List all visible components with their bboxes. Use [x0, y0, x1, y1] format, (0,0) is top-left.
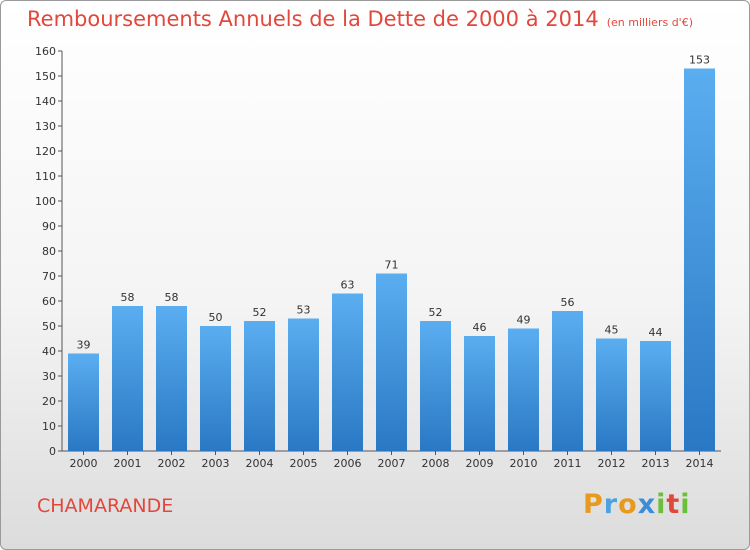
x-tick-label: 2004 — [246, 457, 274, 470]
x-tick-label: 2010 — [510, 457, 538, 470]
y-tick-label: 70 — [42, 270, 56, 283]
data-label: 56 — [561, 296, 575, 309]
y-tick-label: 130 — [35, 120, 56, 133]
y-tick-label: 90 — [42, 220, 56, 233]
x-tick-label: 2007 — [378, 457, 406, 470]
y-tick-label: 20 — [42, 395, 56, 408]
bar — [420, 321, 451, 451]
x-tick-label: 2013 — [642, 457, 670, 470]
x-tick-label: 2003 — [202, 457, 230, 470]
y-tick-label: 120 — [35, 145, 56, 158]
y-tick-label: 50 — [42, 320, 56, 333]
y-tick-label: 60 — [42, 295, 56, 308]
y-tick-label: 160 — [35, 45, 56, 58]
x-tick-label: 2005 — [290, 457, 318, 470]
data-label: 153 — [689, 54, 710, 67]
y-tick-label: 0 — [49, 445, 56, 458]
bar — [640, 341, 671, 451]
data-label: 53 — [297, 304, 311, 317]
data-label: 39 — [77, 339, 91, 352]
commune-name: CHAMARANDE — [37, 495, 174, 517]
bar — [508, 328, 539, 451]
data-label: 50 — [209, 311, 223, 324]
bar — [376, 273, 407, 451]
title-main: Remboursements Annuels de la Dette de 20… — [27, 7, 599, 31]
bar — [200, 326, 231, 451]
x-tick-label: 2006 — [334, 457, 362, 470]
data-label: 45 — [605, 324, 619, 337]
data-label: 58 — [121, 291, 135, 304]
data-label: 49 — [517, 314, 531, 327]
bar — [684, 68, 715, 451]
y-tick-label: 30 — [42, 370, 56, 383]
x-tick-label: 2009 — [466, 457, 494, 470]
x-tick-label: 2012 — [598, 457, 626, 470]
y-tick-label: 150 — [35, 70, 56, 83]
x-tick-label: 2008 — [422, 457, 450, 470]
data-label: 44 — [649, 326, 663, 339]
bar — [464, 336, 495, 451]
bar — [156, 306, 187, 451]
bar — [244, 321, 275, 451]
data-label: 63 — [341, 279, 355, 292]
y-tick-label: 100 — [35, 195, 56, 208]
data-label: 52 — [253, 306, 267, 319]
y-tick-label: 80 — [42, 245, 56, 258]
bar — [596, 338, 627, 451]
x-tick-label: 2002 — [158, 457, 186, 470]
y-tick-label: 10 — [42, 420, 56, 433]
x-tick-label: 2011 — [554, 457, 582, 470]
data-label: 52 — [429, 306, 443, 319]
bar — [332, 293, 363, 451]
data-label: 58 — [165, 291, 179, 304]
proxiti-logo: Proxiti — [583, 489, 691, 520]
x-tick-label: 2001 — [114, 457, 142, 470]
data-label: 71 — [385, 259, 399, 272]
y-tick-label: 40 — [42, 345, 56, 358]
y-tick-label: 110 — [35, 170, 56, 183]
bar — [552, 311, 583, 451]
bar — [112, 306, 143, 451]
chart-title: Remboursements Annuels de la Dette de 20… — [27, 7, 693, 31]
bar — [288, 318, 319, 451]
x-tick-label: 2014 — [686, 457, 714, 470]
title-unit: (en milliers d'€) — [606, 16, 693, 29]
bar — [68, 353, 99, 451]
data-label: 46 — [473, 321, 487, 334]
y-tick-label: 140 — [35, 95, 56, 108]
x-tick-label: 2000 — [70, 457, 98, 470]
